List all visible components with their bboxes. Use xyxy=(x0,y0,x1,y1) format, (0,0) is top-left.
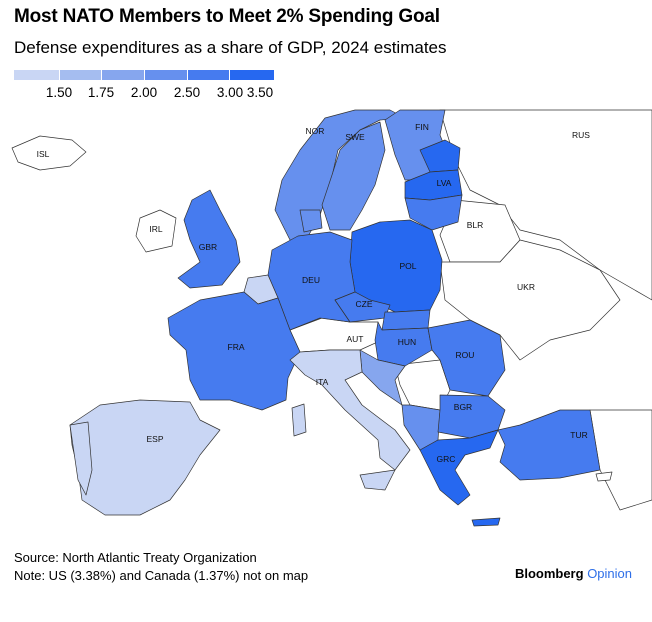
brand-logo: Bloomberg Opinion xyxy=(515,566,632,581)
country-label: NOR xyxy=(306,126,325,136)
country-isl xyxy=(11,135,87,171)
country-label: RUS xyxy=(572,130,590,140)
country-label: BLR xyxy=(467,220,484,230)
country-label: FIN xyxy=(415,122,429,132)
country-cyprus xyxy=(595,471,613,482)
legend-swatch xyxy=(60,70,101,80)
country-label: BGR xyxy=(454,402,472,412)
country-fra xyxy=(167,291,301,411)
country-svk xyxy=(381,309,431,331)
country-rus xyxy=(439,109,652,301)
country-swe xyxy=(321,121,386,231)
source-note: Source: North Atlantic Treaty Organizati… xyxy=(14,550,257,565)
country-label: FRA xyxy=(228,342,245,352)
legend-tick: 1.50 xyxy=(45,85,73,100)
country-crete xyxy=(471,517,501,527)
legend-swatch xyxy=(230,70,274,80)
country-prt xyxy=(69,421,93,496)
country-label: UKR xyxy=(517,282,535,292)
country-label: HUN xyxy=(398,337,416,347)
country-slo-cro xyxy=(359,349,406,406)
legend-swatch xyxy=(14,70,59,80)
legend-tick: 3.50 xyxy=(246,85,274,100)
country-gbr xyxy=(177,189,241,289)
brand-suffix: Opinion xyxy=(587,566,632,581)
country-label: TUR xyxy=(570,430,587,440)
country-sardinia xyxy=(291,403,307,437)
color-legend: 1.50 1.75 2.00 2.50 3.00 3.50 xyxy=(14,70,274,110)
country-label: POL xyxy=(399,261,416,271)
country-label: GRC xyxy=(437,454,456,464)
brand-name: Bloomberg xyxy=(514,566,584,581)
country-label: CZE xyxy=(356,299,373,309)
country-irl xyxy=(135,209,177,253)
country-label: ESP xyxy=(146,434,163,444)
country-esp xyxy=(69,399,221,516)
legend-tick: 1.75 xyxy=(87,85,115,100)
country-grc xyxy=(419,429,499,506)
country-label: ISL xyxy=(37,149,50,159)
country-hun xyxy=(374,321,433,367)
country-label: IRL xyxy=(149,224,163,234)
country-label: DEU xyxy=(302,275,320,285)
country-cze xyxy=(334,291,391,323)
footnote: Note: US (3.38%) and Canada (1.37%) not … xyxy=(14,568,309,583)
country-turkey-east xyxy=(589,409,652,511)
legend-swatch xyxy=(188,70,229,80)
legend-tick: 2.00 xyxy=(130,85,158,100)
country-label: ITA xyxy=(316,377,329,387)
country-dnk xyxy=(299,209,323,233)
country-tur xyxy=(497,409,601,481)
legend-swatch xyxy=(145,70,187,80)
country-label: AUT xyxy=(347,334,364,344)
europe-map: ISL NOR SWE FIN RUS LVA BLR IRL GBR POL … xyxy=(11,109,652,527)
country-label: ROU xyxy=(456,350,475,360)
country-ltu xyxy=(404,194,463,231)
country-ita xyxy=(289,349,411,471)
country-sicily xyxy=(359,469,396,491)
country-label: GBR xyxy=(199,242,217,252)
legend-tick: 3.00 xyxy=(216,85,244,100)
chart-subtitle: Defense expenditures as a share of GDP, … xyxy=(14,38,447,57)
country-est xyxy=(419,139,461,173)
country-label: SWE xyxy=(345,132,365,142)
chart-title: Most NATO Members to Meet 2% Spending Go… xyxy=(14,6,440,27)
legend-swatch xyxy=(102,70,144,80)
country-label: LVA xyxy=(437,178,452,188)
legend-tick: 2.50 xyxy=(173,85,201,100)
country-labels: ISL NOR SWE FIN RUS LVA BLR IRL GBR POL … xyxy=(37,122,591,464)
